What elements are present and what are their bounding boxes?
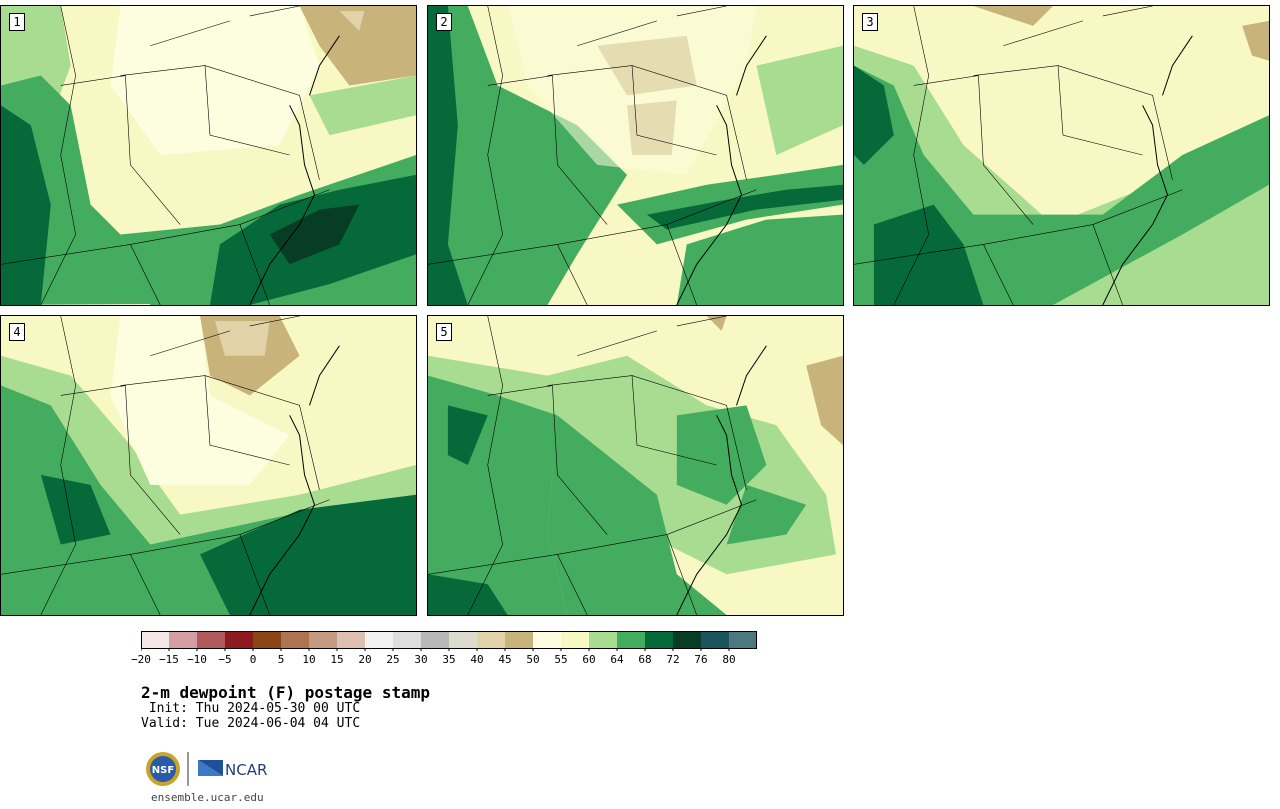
member-panel-2: 2	[427, 5, 844, 306]
valid-time: Valid: Tue 2024-06-04 04 UTC	[141, 716, 361, 731]
colorbar-swatch	[421, 631, 450, 649]
colorbar-tick-label: 45	[498, 653, 512, 666]
dewpoint-map-3	[854, 6, 1269, 305]
dewpoint-map-1	[1, 6, 416, 305]
colorbar-swatch	[701, 631, 730, 649]
nsf-logo-icon: NSF	[146, 752, 180, 786]
colorbar-swatch	[169, 631, 198, 649]
nsf-logo-text: NSF	[152, 765, 174, 776]
member-label: 3	[862, 13, 878, 31]
colorbar-swatch	[141, 631, 170, 649]
colorbar-tick-label: −15	[159, 653, 179, 666]
colorbar-tick-label: 40	[470, 653, 484, 666]
colorbar-swatch	[561, 631, 590, 649]
colorbar-tick-label: 5	[277, 653, 285, 666]
colorbar-tick-label: 35	[442, 653, 456, 666]
colorbar-swatch	[253, 631, 282, 649]
colorbar-tick-label: 15	[330, 653, 344, 666]
ncar-logo-icon: NCAR	[198, 760, 267, 779]
colorbar-tick-label: −5	[218, 653, 232, 666]
colorbar-tick-label: 50	[526, 653, 540, 666]
colorbar-swatch	[449, 631, 478, 649]
member-panel-1: 1	[0, 5, 417, 306]
member-label: 1	[9, 13, 25, 31]
colorbar-tick-label: 80	[722, 653, 736, 666]
colorbar-swatch	[281, 631, 310, 649]
colorbar-swatch	[197, 631, 226, 649]
colorbar-swatch	[505, 631, 534, 649]
dewpoint-map-4	[1, 316, 416, 615]
ncar-logo-text: NCAR	[225, 761, 267, 779]
colorbar-swatch	[617, 631, 646, 649]
colorbar-swatch	[477, 631, 506, 649]
member-panel-5: 5	[427, 315, 844, 616]
colorbar-tick-label: 60	[582, 653, 596, 666]
colorbar-swatch	[337, 631, 366, 649]
colorbar-tick-label: 10	[302, 653, 316, 666]
colorbar-tick-label: 20	[358, 653, 372, 666]
colorbar-tick-label: 76	[694, 653, 708, 666]
member-label: 5	[436, 323, 452, 341]
colorbar-swatch	[673, 631, 702, 649]
dewpoint-map-2	[428, 6, 843, 305]
site-url: ensemble.ucar.edu	[151, 791, 264, 804]
member-panel-4: 4	[0, 315, 417, 616]
colorbar-swatch	[533, 631, 562, 649]
colorbar-swatch	[729, 631, 757, 649]
colorbar-swatch	[589, 631, 618, 649]
colorbar-tick-label: 55	[554, 653, 568, 666]
init-time: Init: Thu 2024-05-30 00 UTC	[141, 701, 361, 716]
colorbar-tick-label: 64	[610, 653, 624, 666]
colorbar-tick-label: −20	[131, 653, 151, 666]
colorbar-swatch	[393, 631, 422, 649]
colorbar-tick-label: 30	[414, 653, 428, 666]
colorbar-tick-label: 68	[638, 653, 652, 666]
colorbar-swatch	[645, 631, 674, 649]
colorbar	[141, 631, 757, 651]
member-panel-3: 3	[853, 5, 1270, 306]
figure-title: 2-m dewpoint (F) postage stamp	[141, 683, 430, 702]
member-label: 2	[436, 13, 452, 31]
colorbar-tick-label: −10	[187, 653, 207, 666]
member-label: 4	[9, 323, 25, 341]
colorbar-tick-label: 0	[249, 653, 257, 666]
logo-group: NSF NCAR	[145, 750, 275, 788]
colorbar-swatch	[365, 631, 394, 649]
colorbar-swatch	[309, 631, 338, 649]
dewpoint-map-5	[428, 316, 843, 615]
colorbar-tick-label: 25	[386, 653, 400, 666]
colorbar-tick-label: 72	[666, 653, 680, 666]
nsf-ncar-logo: NSF NCAR	[146, 752, 267, 786]
colorbar-swatch	[225, 631, 254, 649]
